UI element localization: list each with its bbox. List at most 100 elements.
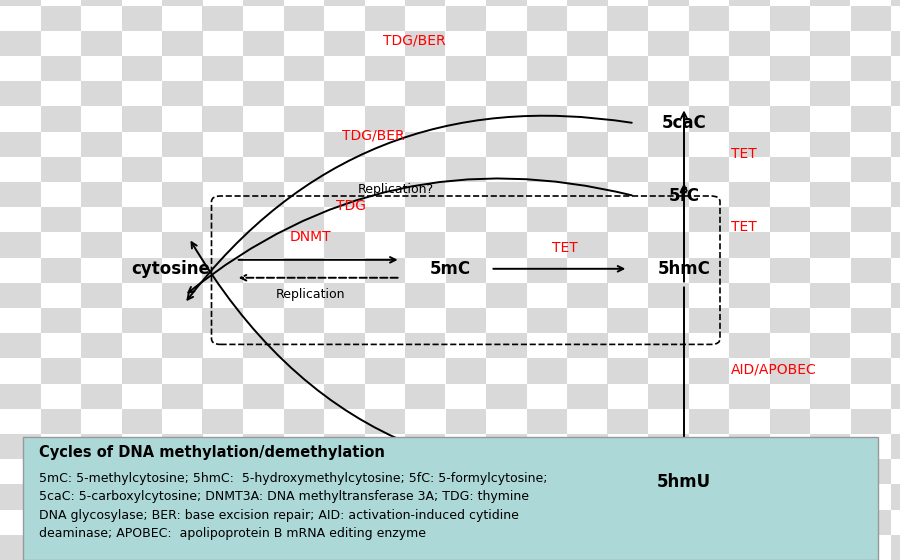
Bar — [284, 207, 324, 232]
Bar — [202, 157, 243, 182]
Bar — [284, 6, 324, 31]
Bar — [850, 56, 891, 81]
Bar — [284, 409, 324, 434]
Bar — [202, 6, 243, 31]
Bar — [891, 232, 900, 258]
Bar — [446, 308, 486, 333]
Bar — [324, 333, 365, 358]
Bar — [405, 434, 446, 459]
Bar — [810, 232, 850, 258]
Bar — [0, 31, 40, 56]
Bar — [405, 484, 446, 510]
Bar — [162, 132, 202, 157]
Bar — [81, 182, 122, 207]
Bar — [526, 409, 567, 434]
Bar — [810, 535, 850, 560]
Bar — [405, 283, 446, 308]
Bar — [40, 358, 81, 384]
Bar — [608, 106, 648, 132]
FancyBboxPatch shape — [22, 437, 878, 560]
Bar — [810, 283, 850, 308]
Bar — [648, 333, 688, 358]
Bar — [324, 535, 365, 560]
Bar — [202, 106, 243, 132]
Bar — [162, 535, 202, 560]
Bar — [648, 182, 688, 207]
Bar — [526, 56, 567, 81]
Bar — [0, 535, 40, 560]
Bar — [405, 333, 446, 358]
Bar — [567, 31, 608, 56]
Bar — [162, 31, 202, 56]
Bar — [81, 484, 122, 510]
Bar — [324, 182, 365, 207]
Bar — [486, 384, 526, 409]
Bar — [0, 484, 40, 510]
Bar — [688, 510, 729, 535]
Bar — [688, 56, 729, 81]
Text: cytosine: cytosine — [131, 260, 211, 278]
Bar — [122, 6, 162, 31]
Bar — [850, 106, 891, 132]
Bar — [486, 0, 526, 6]
Bar — [446, 6, 486, 31]
Bar — [40, 157, 81, 182]
Bar — [40, 6, 81, 31]
Bar — [202, 358, 243, 384]
Bar — [324, 0, 365, 6]
Bar — [486, 182, 526, 207]
Bar — [688, 358, 729, 384]
Bar — [202, 510, 243, 535]
Bar — [770, 510, 810, 535]
Bar — [243, 132, 284, 157]
Bar — [567, 0, 608, 6]
Bar — [567, 182, 608, 207]
Bar — [122, 510, 162, 535]
Bar — [324, 484, 365, 510]
Bar — [202, 409, 243, 434]
Text: 5hmU: 5hmU — [657, 473, 711, 491]
Bar — [405, 132, 446, 157]
Bar — [364, 157, 405, 182]
Bar — [729, 434, 769, 459]
Bar — [486, 434, 526, 459]
Bar — [162, 333, 202, 358]
Bar — [810, 0, 850, 6]
Bar — [243, 81, 284, 106]
Bar — [81, 535, 122, 560]
Bar — [526, 459, 567, 484]
Bar — [446, 510, 486, 535]
Bar — [162, 232, 202, 258]
Bar — [648, 434, 688, 459]
Bar — [243, 232, 284, 258]
Bar — [891, 535, 900, 560]
Bar — [648, 0, 688, 6]
Bar — [526, 106, 567, 132]
Bar — [122, 157, 162, 182]
Bar — [608, 358, 648, 384]
Bar — [648, 283, 688, 308]
Bar — [202, 258, 243, 283]
Text: Cycles of DNA methylation/demethylation: Cycles of DNA methylation/demethylation — [39, 445, 384, 460]
Bar — [810, 31, 850, 56]
Bar — [850, 308, 891, 333]
Bar — [405, 384, 446, 409]
Bar — [891, 31, 900, 56]
Bar — [81, 333, 122, 358]
Bar — [284, 157, 324, 182]
Bar — [0, 384, 40, 409]
Bar — [40, 459, 81, 484]
Bar — [729, 182, 769, 207]
Bar — [526, 308, 567, 333]
Bar — [284, 510, 324, 535]
Bar — [729, 132, 769, 157]
Bar — [688, 258, 729, 283]
Bar — [688, 106, 729, 132]
Bar — [770, 157, 810, 182]
Bar — [40, 106, 81, 132]
Bar — [364, 106, 405, 132]
Bar — [324, 81, 365, 106]
Bar — [567, 484, 608, 510]
Text: TDG/BER: TDG/BER — [342, 129, 405, 143]
Bar — [122, 56, 162, 81]
